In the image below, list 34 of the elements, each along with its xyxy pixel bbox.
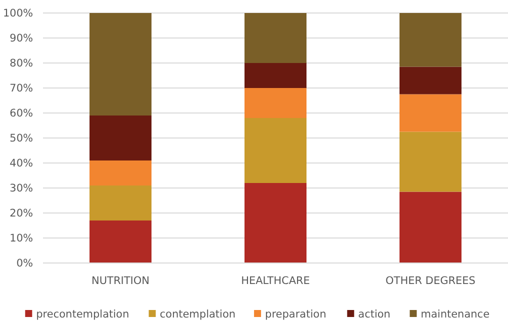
y-tick-label: 80%	[10, 58, 34, 70]
legend-label: maintenance	[420, 308, 490, 321]
bar	[244, 118, 306, 183]
legend-label: contemplation	[160, 308, 236, 321]
x-tick-label: OTHER DEGREES	[386, 275, 476, 287]
bar	[244, 88, 306, 118]
y-tick-label: 70%	[10, 82, 34, 95]
x-tick-label: NUTRITION	[92, 275, 150, 287]
bar	[90, 220, 152, 263]
bar	[244, 63, 306, 88]
legend-label: precontemplation	[36, 308, 130, 321]
y-tick-label: 50%	[10, 132, 34, 145]
bar	[90, 116, 152, 160]
y-tick-label: 90%	[10, 32, 34, 45]
bar	[90, 160, 152, 186]
y-tick-label: 10%	[10, 232, 34, 245]
y-tick-label: 30%	[10, 182, 34, 195]
bar	[400, 94, 462, 132]
bar	[90, 13, 152, 116]
y-tick-label: 20%	[10, 208, 34, 220]
y-tick-label: 0%	[16, 258, 34, 270]
bar	[400, 13, 462, 67]
legend-label: action	[358, 308, 390, 321]
y-tick-label: 40%	[10, 158, 34, 170]
x-tick-label: HEALTHCARE	[241, 275, 310, 287]
y-tick-label: 60%	[10, 108, 34, 120]
y-tick-label: 100%	[2, 8, 34, 20]
legend-label: preparation	[265, 308, 326, 321]
bar	[90, 186, 152, 220]
bar	[400, 132, 462, 192]
bar	[400, 192, 462, 263]
bar	[244, 183, 306, 263]
bar	[244, 13, 306, 63]
bar	[400, 66, 462, 94]
